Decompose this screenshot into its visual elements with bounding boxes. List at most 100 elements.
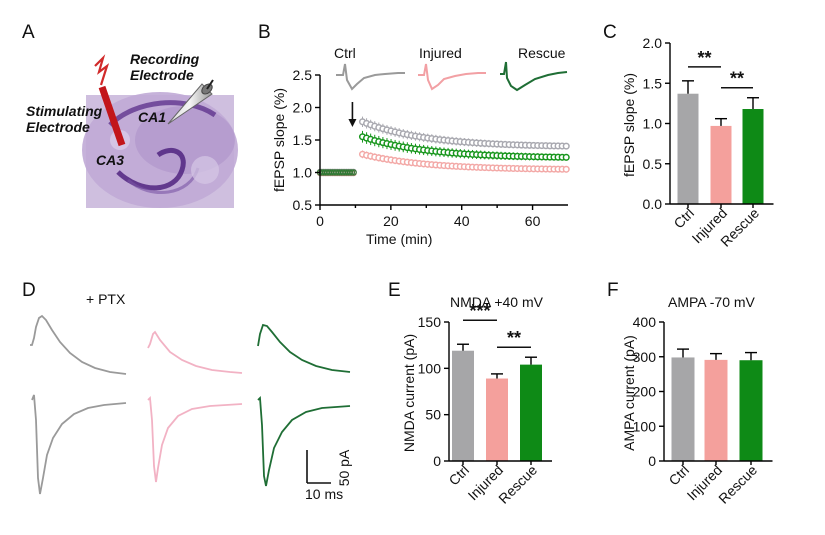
b-y-axis-label: fEPSP slope (%) bbox=[271, 88, 287, 192]
hfs-arrow-icon bbox=[348, 102, 357, 127]
b-axis-ticks: 0.5 1.0 1.5 2.0 2.5 0 20 40 60 bbox=[293, 67, 541, 229]
e-category-label-ctrl: Ctrl bbox=[445, 462, 472, 489]
legend-label-rescue: Rescue bbox=[518, 45, 566, 61]
legend-label-injured: Injured bbox=[419, 45, 462, 61]
e-chart-title: NMDA +40 mV bbox=[450, 294, 544, 310]
f-y-axis-label: AMPA current (pA) bbox=[621, 335, 637, 451]
ptx-condition-label: + PTX bbox=[86, 291, 126, 307]
e-y-tick-label: 100 bbox=[418, 360, 442, 376]
legend-trace-rescue bbox=[500, 61, 568, 92]
ampa-trace-injured bbox=[147, 396, 243, 483]
ltp-legend-traces: Ctrl Injured Rescue bbox=[334, 45, 568, 92]
b-x-tick-label: 60 bbox=[525, 213, 541, 229]
f-bar-ctrl bbox=[671, 357, 695, 461]
recording-electrode-label-line2: Electrode bbox=[130, 67, 194, 83]
stimulating-electrode-label-line1: Stimulating bbox=[26, 103, 103, 119]
panel-d: D + PTX 50 pA 10 ms bbox=[22, 280, 352, 502]
panel-c-letter: C bbox=[603, 22, 617, 43]
b-x-tick-label: 40 bbox=[454, 213, 470, 229]
c-significance-label: ** bbox=[730, 69, 744, 89]
c-category-label-ctrl: Ctrl bbox=[670, 205, 697, 232]
f-category-label-ctrl: Ctrl bbox=[665, 462, 692, 489]
ca1-label: CA1 bbox=[138, 109, 166, 125]
e-bar-rescue bbox=[520, 364, 542, 461]
nmda-trace-rescue bbox=[257, 323, 351, 373]
f-y-tick-label: 0 bbox=[648, 453, 656, 469]
c-y-tick-label: 0.0 bbox=[643, 196, 663, 212]
c-bar-rescue bbox=[742, 109, 764, 204]
panel-d-letter: D bbox=[22, 280, 36, 301]
panel-e: E NMDA +40 mV NMDA current (pA) 0 50 100 15… bbox=[388, 280, 552, 507]
c-bar-ctrl bbox=[677, 93, 699, 204]
legend-label-ctrl: Ctrl bbox=[334, 45, 356, 61]
e-y-tick-label: 150 bbox=[418, 314, 442, 330]
panel-c: C fEPSP slope (%) 0.00.51.01.52.0CtrlInj… bbox=[603, 22, 774, 250]
panel-f-letter: F bbox=[607, 280, 619, 301]
f-bar-injured bbox=[704, 359, 728, 461]
hippocampal-slice-image bbox=[82, 92, 238, 208]
panel-e-letter: E bbox=[388, 280, 401, 301]
b-y-tick-label: 1.0 bbox=[293, 165, 313, 181]
legend-trace-ctrl bbox=[336, 63, 405, 91]
b-point-rescue bbox=[562, 153, 570, 161]
panel-a-letter: A bbox=[22, 22, 35, 43]
stimulating-electrode-icon bbox=[98, 85, 126, 147]
e-bar-injured bbox=[486, 378, 508, 461]
panel-b-letter: B bbox=[258, 22, 271, 43]
recording-electrode-icon bbox=[167, 79, 214, 125]
recording-electrode-label-line1: Recording bbox=[130, 51, 200, 67]
b-y-tick-label: 1.5 bbox=[293, 132, 313, 148]
b-point-injured bbox=[562, 165, 570, 173]
b-y-tick-label: 0.5 bbox=[293, 197, 313, 213]
e-category-label-rescue: Rescue bbox=[495, 462, 540, 507]
b-x-tick-label: 20 bbox=[383, 213, 399, 229]
f-chart-title: AMPA -70 mV bbox=[668, 294, 756, 310]
c-y-tick-label: 1.5 bbox=[643, 75, 663, 91]
e-y-tick-label: 50 bbox=[425, 407, 441, 423]
e-bar-ctrl bbox=[452, 350, 474, 461]
b-point-baseline-rescue bbox=[350, 169, 357, 176]
ca3-label: CA3 bbox=[96, 152, 124, 168]
c-y-tick-label: 0.5 bbox=[643, 156, 663, 172]
legend-trace-injured bbox=[418, 63, 486, 91]
c-y-axis-label: fEPSP slope (%) bbox=[621, 73, 637, 177]
b-x-tick-label: 0 bbox=[316, 213, 324, 229]
c-y-tick-label: 1.0 bbox=[643, 116, 663, 132]
scale-current-label: 50 pA bbox=[336, 449, 352, 486]
nmda-trace-injured bbox=[147, 330, 243, 374]
f-category-label-rescue: Rescue bbox=[715, 462, 760, 507]
panel-a: A Recording Electrode Stimulating Electr… bbox=[22, 22, 238, 208]
b-point-baseline-rescue bbox=[348, 169, 355, 176]
e-significance-label: *** bbox=[469, 301, 490, 321]
c-bar-injured bbox=[710, 125, 732, 204]
b-point-baseline-rescue bbox=[347, 169, 354, 176]
f-y-tick-label: 400 bbox=[633, 314, 657, 330]
b-point-ctrl bbox=[562, 142, 570, 150]
b-y-tick-label: 2.0 bbox=[293, 100, 313, 116]
c-y-tick-label: 2.0 bbox=[643, 35, 663, 51]
ltp-time-course-plot bbox=[316, 116, 570, 177]
panel-b: B Ctrl Injured Rescue 0.5 1.0 1.5 2.0 2.5 0 20… bbox=[258, 22, 570, 247]
b-y-tick-label: 2.5 bbox=[293, 67, 313, 83]
f-y-tick-label: 100 bbox=[633, 418, 657, 434]
f-y-tick-label: 200 bbox=[633, 384, 657, 400]
f-bar-rescue bbox=[739, 360, 763, 461]
e-y-tick-label: 0 bbox=[433, 453, 441, 469]
b-x-axis-label: Time (min) bbox=[366, 231, 432, 247]
scale-time-label: 10 ms bbox=[305, 486, 343, 502]
nmda-trace-ctrl bbox=[30, 314, 127, 375]
f-y-tick-label: 300 bbox=[633, 349, 657, 365]
e-significance-label: ** bbox=[507, 328, 521, 348]
ampa-trace-rescue bbox=[257, 395, 351, 487]
panel-f: F AMPA -70 mV AMPA current (pA) 0 100 200 3… bbox=[607, 280, 773, 507]
c-significance-label: ** bbox=[697, 48, 711, 68]
stimulating-electrode-label-line2: Electrode bbox=[26, 119, 90, 135]
scale-bar bbox=[306, 450, 331, 484]
e-y-axis-label: NMDA current (pA) bbox=[401, 334, 417, 452]
ampa-trace-ctrl bbox=[31, 394, 127, 495]
lightning-icon bbox=[94, 54, 110, 86]
